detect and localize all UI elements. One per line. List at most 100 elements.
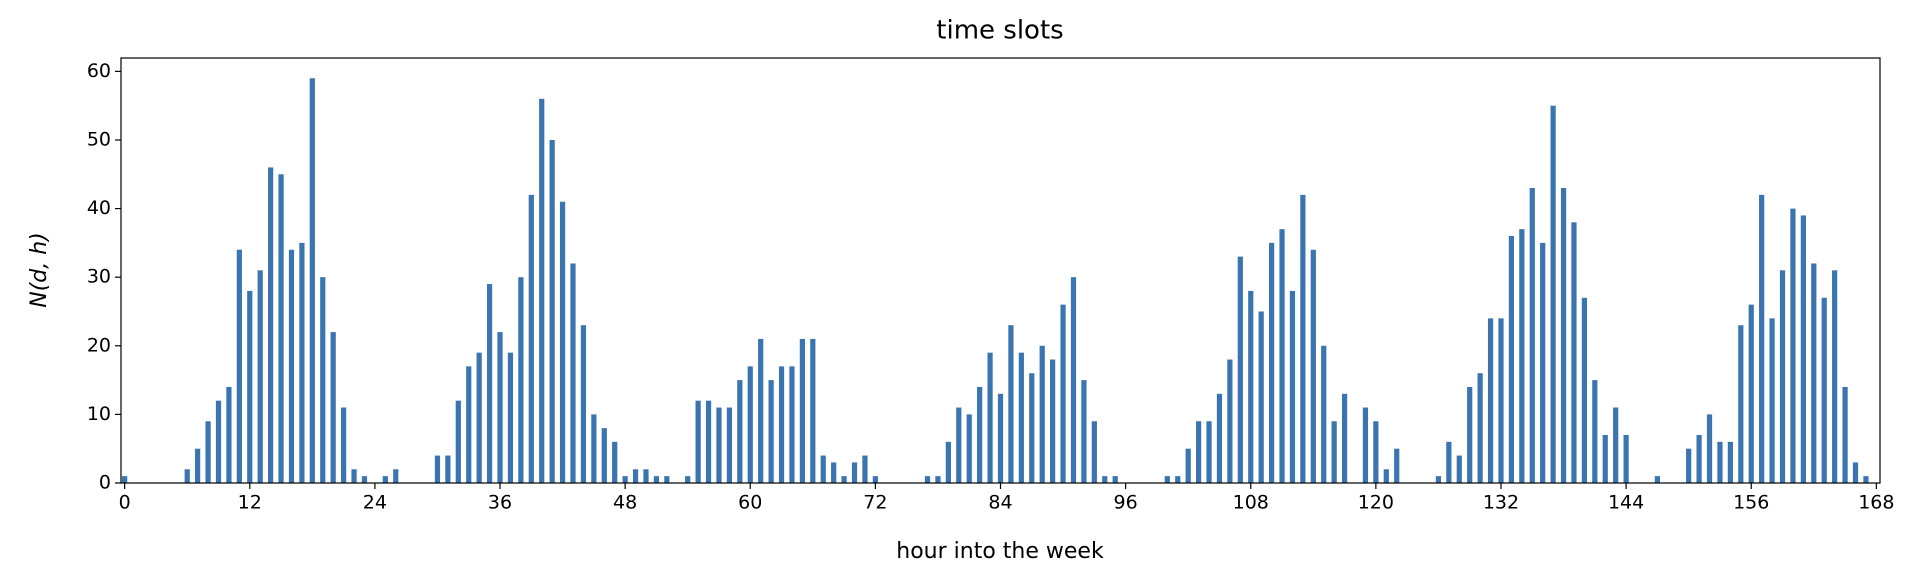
bar <box>966 414 972 483</box>
bar <box>1477 373 1483 483</box>
bar <box>997 393 1004 483</box>
x-tick-label: 36 <box>488 492 512 514</box>
bar <box>737 380 743 483</box>
bar <box>1091 421 1097 483</box>
bar <box>476 352 482 483</box>
bar <box>1759 194 1765 483</box>
bar <box>1310 249 1316 483</box>
x-tick-label: 132 <box>1483 492 1519 514</box>
bar <box>789 366 795 483</box>
bar <box>1654 476 1660 483</box>
bar <box>778 366 785 483</box>
bar <box>1706 414 1713 483</box>
bar <box>1800 215 1806 483</box>
y-tick-label: 50 <box>87 128 111 150</box>
y-tick-label: 30 <box>87 266 111 288</box>
bar <box>1821 297 1827 483</box>
bar <box>1727 441 1733 483</box>
bar <box>393 469 399 483</box>
bar <box>1341 393 1348 483</box>
bar <box>1383 469 1389 483</box>
bar <box>288 249 295 483</box>
bar <box>1279 229 1285 483</box>
bar <box>1394 448 1400 483</box>
bar <box>1268 242 1275 483</box>
bar <box>1508 236 1515 483</box>
y-tick-label: 60 <box>87 60 111 82</box>
bar <box>361 476 368 483</box>
bar <box>1029 373 1035 483</box>
bar <box>862 455 868 483</box>
bar <box>184 469 190 483</box>
bar <box>570 263 576 483</box>
bar <box>1018 352 1024 483</box>
bar <box>685 476 691 483</box>
bar <box>768 380 774 483</box>
bar <box>1571 222 1577 483</box>
bar <box>330 332 336 483</box>
bar <box>632 469 639 483</box>
bar <box>1008 325 1014 483</box>
bar <box>1811 263 1817 483</box>
bar <box>726 407 733 483</box>
bar <box>872 476 878 483</box>
bar <box>1331 421 1337 483</box>
bar <box>455 400 461 483</box>
bar <box>1748 304 1754 483</box>
x-tick-label: 108 <box>1233 492 1269 514</box>
bar <box>664 476 670 483</box>
x-tick-label: 0 <box>119 492 131 514</box>
bar <box>1686 448 1692 483</box>
bar <box>1852 462 1859 483</box>
bar <box>1164 476 1170 483</box>
bar <box>278 174 284 483</box>
bar <box>1550 105 1556 484</box>
bar <box>351 469 357 483</box>
bar <box>841 476 847 483</box>
bar <box>580 325 587 483</box>
x-tick-label: 84 <box>988 492 1012 514</box>
bar <box>539 98 545 483</box>
x-tick-label: 144 <box>1608 492 1644 514</box>
bar <box>1435 476 1442 483</box>
bar <box>1248 290 1254 483</box>
bar <box>1258 311 1264 483</box>
bar <box>799 338 805 483</box>
bar <box>1592 380 1598 483</box>
bar <box>1039 345 1045 483</box>
bar <box>236 249 242 483</box>
bar <box>820 455 826 483</box>
y-axis-label: N(d, h) <box>27 232 52 308</box>
bar <box>1060 304 1066 483</box>
bar <box>268 167 274 484</box>
bar <box>1175 476 1181 483</box>
x-tick-label: 24 <box>363 492 387 514</box>
bar <box>935 476 941 483</box>
bar <box>1321 345 1327 483</box>
x-tick-label: 120 <box>1358 492 1394 514</box>
x-tick-label: 96 <box>1114 492 1138 514</box>
bar <box>1102 476 1108 483</box>
bar <box>987 352 993 483</box>
bar <box>309 78 315 483</box>
bar <box>1790 208 1796 483</box>
bar <box>1560 188 1567 483</box>
bar <box>591 414 597 483</box>
bar <box>1300 194 1306 483</box>
bar <box>622 476 628 483</box>
bar <box>518 277 524 483</box>
bar <box>1842 386 1848 483</box>
bar <box>1050 359 1056 483</box>
bar <box>1779 270 1786 483</box>
bar <box>1498 318 1504 483</box>
bar <box>341 407 347 483</box>
bar <box>705 400 712 483</box>
bar <box>1863 476 1869 483</box>
bar <box>559 201 566 483</box>
bar <box>1237 256 1243 483</box>
bar <box>1373 421 1379 483</box>
bar <box>299 242 305 483</box>
bar <box>549 139 555 483</box>
bar <box>1206 421 1212 483</box>
x-tick-label: 168 <box>1858 492 1894 514</box>
